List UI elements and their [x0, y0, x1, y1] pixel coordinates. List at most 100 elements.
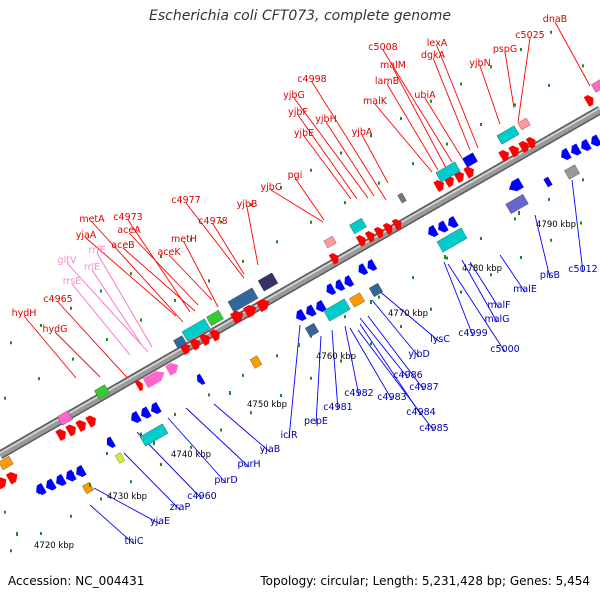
forward-gene-leader	[504, 51, 515, 109]
scale-tick-mark	[16, 532, 18, 536]
forward-gene-label: hydG	[42, 324, 67, 335]
forward-cog-block	[94, 384, 110, 400]
reverse-gene-label: c4987	[409, 382, 438, 393]
forward-gene-arrow	[0, 476, 7, 490]
forward-gene-arrow	[355, 235, 366, 247]
ring-dot-3	[370, 342, 372, 346]
ring-dot-2	[480, 237, 482, 240]
ring-dot-2	[446, 256, 448, 260]
ring-dot-0	[70, 306, 72, 310]
forward-gene-leader	[294, 177, 325, 221]
reverse-gene-arrow	[296, 308, 307, 321]
reverse-gene-arrow	[66, 469, 77, 482]
forward-gene-leader	[432, 57, 471, 151]
forward-gene-leader	[128, 232, 199, 306]
ring-dot-2	[4, 510, 6, 514]
forward-gene-arrow	[5, 472, 18, 485]
backbone-highlight	[0, 107, 600, 454]
reverse-cog-block	[249, 355, 263, 369]
reverse-gene-leader	[349, 327, 393, 401]
scale-tick-label: 4740 kbp	[171, 450, 211, 460]
ticks-layer: 4720 kbp 4730 kbp 4740 kbp 4750 kbp 4760 kbp…	[16, 211, 576, 551]
forward-gene-label: metH	[171, 234, 197, 245]
forward-gene-arrow	[463, 166, 474, 179]
reverse-gene-leader	[331, 329, 339, 411]
forward-gene-label: yjbB	[237, 199, 258, 210]
ring-dot-3	[190, 445, 192, 449]
ring-dot-3	[460, 290, 462, 294]
reverse-gene-label: thiC	[124, 536, 143, 547]
forward-gene-leader	[517, 37, 531, 123]
reverse-cog-block	[139, 423, 169, 447]
ring-dot-0	[520, 48, 522, 51]
forward-gene-leader	[183, 241, 219, 308]
forward-gene-arrow	[199, 334, 210, 347]
forward-gene-leader	[361, 134, 389, 184]
ring-dot-0	[40, 324, 42, 327]
scale-tick-mark	[153, 441, 155, 445]
reverse-gene-label: lysC	[430, 334, 450, 345]
reverse-gene-arrow	[151, 401, 162, 414]
forward-gene-leader	[374, 103, 433, 173]
forward-gene-arrow	[65, 424, 76, 437]
forward-gene-arrow	[85, 415, 96, 428]
forward-gene-label: yjbE	[294, 128, 314, 139]
ring-dot-0	[400, 117, 402, 120]
forward-gene-leader	[386, 83, 439, 171]
ring-dot-1	[412, 162, 414, 166]
reverse-gene-arrow	[76, 464, 87, 477]
ring-dot-2	[106, 452, 108, 456]
reverse-gene-arrow	[316, 299, 327, 312]
forward-gene-label: c5008	[368, 42, 397, 53]
forward-gene-arrow	[230, 310, 244, 324]
forward-cog-block	[227, 287, 259, 313]
reverse-gene-label: pepE	[304, 416, 328, 427]
scale-tick-mark	[89, 483, 91, 487]
ring-dot-2	[276, 354, 278, 358]
ring-dot-3	[430, 307, 432, 311]
reverse-gene-label: c4960	[187, 491, 216, 502]
accession-text: Accession: NC_004431	[8, 574, 145, 588]
ring-dot-2	[208, 393, 210, 397]
forward-gene-label: c5025	[515, 30, 544, 41]
reverse-gene-leader	[93, 487, 161, 525]
ring-dot-3	[100, 497, 102, 501]
reverse-gene-label: malE	[513, 284, 537, 295]
forward-gene-arrow	[189, 338, 200, 351]
reverse-gene-label: malG	[484, 314, 509, 325]
reverse-gene-arrow	[106, 436, 116, 448]
ring-dot-1	[38, 377, 40, 381]
reverse-gene-label: purD	[214, 475, 237, 486]
forward-cog-block	[0, 455, 14, 471]
forward-gene-label: yjbC	[261, 182, 282, 193]
forward-gene-leader	[122, 247, 196, 312]
reverse-gene-arrow	[428, 224, 439, 237]
forward-cog-block	[397, 192, 407, 204]
ring-dot-3	[550, 238, 552, 242]
scale-tick-label: 4770 kbp	[388, 309, 428, 319]
reverse-gene-label: yjaE	[150, 516, 170, 527]
reverse-gene-leader	[534, 214, 551, 279]
reverse-gene-leader	[288, 324, 301, 439]
reverse-gene-leader	[89, 504, 135, 545]
forward-gene-arrow	[209, 329, 220, 342]
reverse-gene-leader	[443, 261, 474, 337]
ring-dot-1	[582, 64, 584, 68]
reverse-gene-label: yjbD	[408, 349, 430, 360]
forward-gene-arrow	[328, 253, 339, 265]
reverse-gene-label: plsB	[540, 270, 560, 281]
ring-dot-3	[10, 549, 12, 553]
forward-gene-label: c4978	[198, 216, 227, 227]
forward-gene-leader	[436, 45, 479, 149]
forward-gene-leader	[325, 121, 375, 197]
reverse-gene-label: yjaB	[260, 444, 281, 455]
reverse-gene-label: c4984	[406, 407, 435, 418]
forward-gene-arrow	[433, 180, 444, 193]
scale-tick-mark	[444, 255, 446, 259]
ring-dot-1	[140, 318, 142, 322]
reverse-gene-arrow	[581, 138, 592, 151]
reverse-gene-arrow	[367, 259, 378, 271]
ring-dot-0	[250, 203, 252, 207]
forward-cog-block	[257, 272, 279, 292]
